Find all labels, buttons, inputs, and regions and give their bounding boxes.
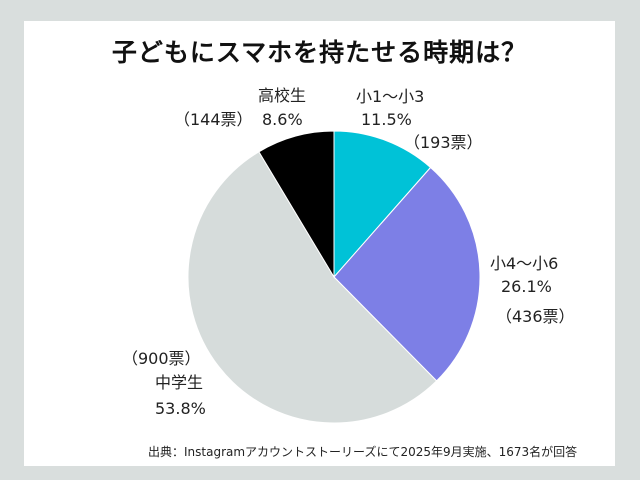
pie-slice-3 (187, 151, 438, 424)
chart-title: 子どもにスマホを持たせる時期は？ (111, 38, 528, 67)
pie-slice-1 (333, 130, 432, 279)
label-percent-4: 8.6% (262, 110, 303, 129)
label-category-3: 中学生 (155, 373, 204, 392)
pie-slice-2 (333, 166, 481, 382)
label-count-4: （144票） (174, 110, 253, 129)
label-count-3: （900票） (122, 349, 201, 368)
label-count-1: （193票） (404, 133, 483, 152)
label-percent-2: 26.1% (501, 277, 552, 296)
chart-card: 子どもにスマホを持たせる時期は？ 小1〜小3 11.5% （193票） 小4〜小… (24, 21, 615, 466)
label-count-2: （436票） (496, 307, 575, 326)
label-percent-1: 11.5% (361, 110, 412, 129)
source-note: 出典：Instagramアカウントストーリーズにて2025年9月実施、1673名… (148, 445, 578, 459)
label-category-2: 小4〜小6 (490, 254, 559, 273)
label-category-1: 小1〜小3 (356, 87, 425, 106)
pie-slice-4 (258, 130, 335, 279)
pie-chart (187, 130, 481, 424)
label-category-4: 高校生 (258, 86, 307, 105)
label-percent-3: 53.8% (155, 399, 206, 418)
